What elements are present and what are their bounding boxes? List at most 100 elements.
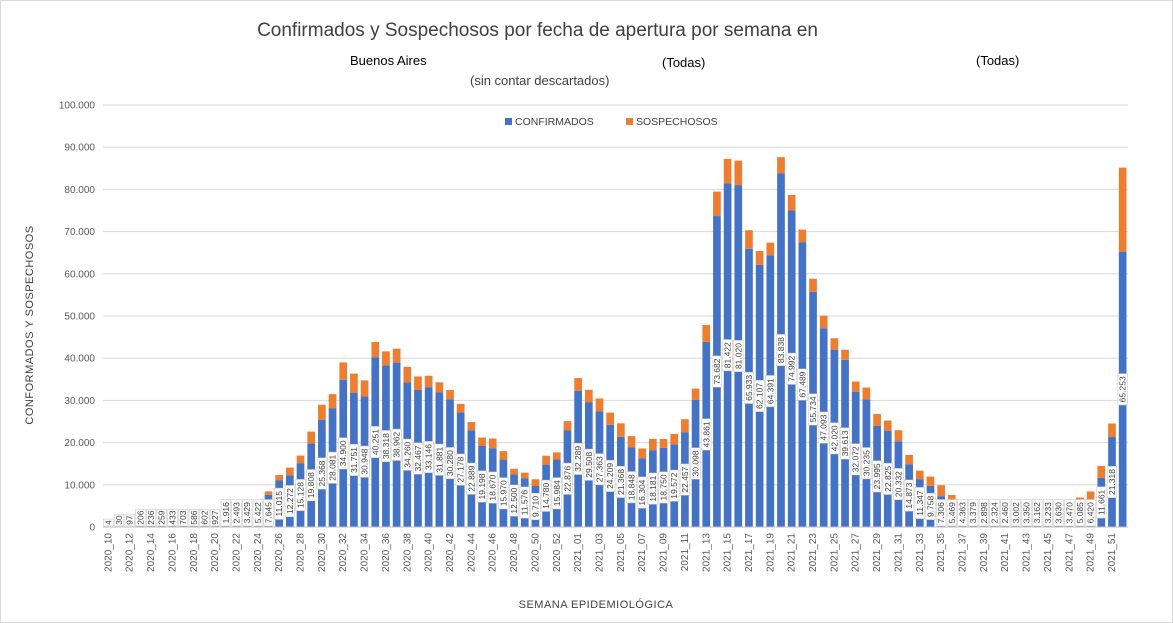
- data-label-box: [775, 334, 787, 367]
- data-label: 32.467: [412, 442, 424, 475]
- data-label-text: 73.682: [712, 358, 722, 384]
- data-label-text: 22.889: [466, 465, 476, 491]
- data-label: 28.081: [327, 451, 338, 484]
- x-tick-label: 2020_38: [402, 533, 413, 572]
- data-label: 22.457: [679, 463, 690, 496]
- bar-sospechosos: [307, 431, 316, 444]
- data-label: 18.750: [658, 471, 669, 504]
- data-label-text: 15.970: [498, 480, 508, 506]
- data-label-box: [327, 451, 338, 484]
- data-label: 32.072: [850, 443, 861, 476]
- data-label-text: 28.081: [328, 454, 338, 480]
- bar-sospechosos: [1118, 167, 1127, 252]
- data-label: 19.198: [476, 470, 488, 503]
- x-tick-label: 2021_07: [637, 533, 648, 572]
- x-tick-label: 2020_32: [338, 533, 349, 572]
- data-label-text: 16.304: [637, 479, 647, 505]
- data-label-box: [231, 499, 242, 527]
- data-label: 21.368: [615, 465, 626, 498]
- bar-sospechosos: [702, 325, 711, 342]
- data-label: 39.613: [840, 427, 851, 460]
- data-label-text: 62.107: [755, 383, 765, 409]
- data-label-text: 6.420: [1086, 502, 1096, 524]
- data-label-text: 34.900: [338, 440, 348, 466]
- data-label: 30.098: [690, 447, 701, 480]
- data-label-text: 21.318: [1107, 469, 1117, 495]
- data-label-box: [284, 485, 295, 518]
- data-label-text: 14.780: [541, 483, 551, 509]
- data-label: 4: [103, 518, 114, 527]
- data-label: 15.970: [498, 477, 509, 510]
- data-label-text: 32.072: [851, 446, 861, 472]
- data-label: 33.146: [423, 441, 434, 474]
- data-label-box: [1021, 499, 1032, 527]
- bar-sospechosos: [595, 398, 604, 412]
- data-label-box: [594, 453, 605, 486]
- data-label: 5.422: [252, 499, 263, 527]
- bar-sospechosos: [766, 242, 775, 256]
- data-label-box: [199, 509, 210, 527]
- data-label-box: [882, 462, 893, 495]
- data-label-box: [113, 513, 125, 527]
- data-label-box: [1053, 499, 1064, 527]
- data-label-text: 3.002: [1011, 502, 1021, 524]
- bar-sospechosos: [446, 389, 454, 400]
- data-label: 97: [124, 513, 135, 527]
- bar-sospechosos: [403, 366, 412, 383]
- bar-sospechosos: [819, 315, 828, 329]
- data-label: 5.469: [946, 499, 957, 527]
- data-label-text: 927: [210, 510, 220, 524]
- data-label-text: 5.422: [253, 502, 263, 524]
- data-label-text: 3.379: [968, 502, 978, 524]
- data-label: 3.002: [1010, 499, 1021, 527]
- bar-sospechosos: [318, 404, 326, 420]
- data-label: 21.318: [1106, 466, 1118, 498]
- bar-sospechosos: [681, 419, 689, 433]
- data-label: 34.260: [402, 438, 413, 471]
- data-label: 927: [210, 509, 221, 527]
- bar-sospechosos: [777, 157, 785, 174]
- data-label: 31.751: [348, 444, 359, 476]
- data-label-box: [872, 460, 883, 493]
- data-label-text: 11.661: [1096, 489, 1106, 515]
- data-label-text: 4: [103, 520, 113, 525]
- data-label-text: 22.876: [562, 465, 572, 491]
- data-label-box: [188, 509, 199, 527]
- data-label-text: 25.368: [317, 460, 327, 486]
- bar-sospechosos: [937, 485, 945, 497]
- data-label-text: 3.350: [1022, 502, 1032, 524]
- data-label: 34.900: [338, 437, 349, 470]
- data-label: 19.572: [669, 469, 680, 502]
- data-label-box: [946, 499, 957, 527]
- data-label-text: 18.750: [659, 474, 669, 500]
- data-label-text: 2.324: [990, 502, 1000, 524]
- data-label-text: 18.670: [488, 474, 498, 500]
- data-label-text: 38.962: [392, 432, 402, 458]
- data-label-text: 22.457: [680, 466, 690, 492]
- data-label-text: 5.469: [947, 502, 957, 524]
- data-label-text: 74.992: [787, 355, 797, 381]
- data-label-text: 43.861: [701, 421, 711, 447]
- bar-sospechosos: [1108, 423, 1116, 438]
- x-tick-label: 2021_15: [723, 533, 734, 572]
- bar-sospechosos: [745, 230, 753, 249]
- data-label-box: [444, 447, 456, 480]
- data-label-text: 3.429: [242, 502, 252, 524]
- data-label: 4.363: [957, 499, 968, 527]
- bar-sospechosos: [499, 451, 508, 460]
- x-tick-label: 2020_46: [488, 533, 499, 572]
- data-label-box: [1064, 499, 1075, 527]
- data-label-text: 20.332: [893, 471, 903, 497]
- data-label-box: [818, 411, 829, 444]
- data-label-text: 2.898: [979, 502, 989, 524]
- legend-label-confirmados: CONFIRMADOS: [515, 116, 594, 128]
- x-tick-label: 2021_27: [851, 533, 862, 572]
- data-label: 27.363: [594, 453, 605, 486]
- bar-sospechosos: [371, 341, 380, 358]
- data-label-box: [423, 441, 434, 474]
- data-label: 3.350: [1021, 499, 1032, 527]
- x-tick-label: 2020_24: [253, 533, 264, 572]
- data-label-box: [701, 418, 712, 451]
- data-label-text: 29.508: [584, 451, 594, 477]
- data-label-box: [316, 457, 327, 490]
